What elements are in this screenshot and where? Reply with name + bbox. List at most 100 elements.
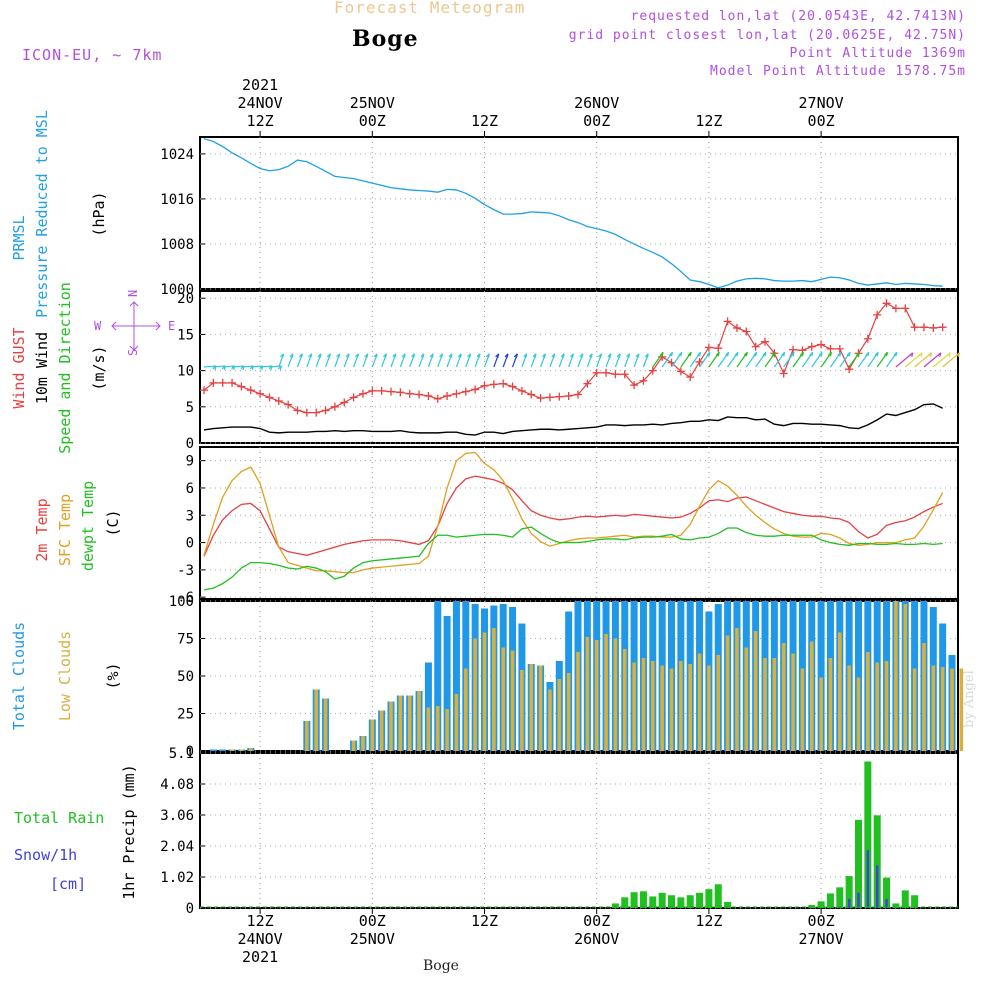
gust-point bbox=[602, 368, 611, 377]
wind-direction-arrowhead bbox=[893, 351, 898, 357]
compass-rose bbox=[111, 301, 161, 351]
wind-direction-arrowhead bbox=[762, 351, 767, 357]
rain-bar bbox=[686, 895, 694, 908]
wind-direction-arrowhead bbox=[635, 353, 640, 358]
gust-point bbox=[415, 390, 424, 399]
low-clouds-bar bbox=[819, 677, 823, 751]
clouds-unit-label: (%) bbox=[104, 662, 122, 689]
top-time-label: 25NOV bbox=[350, 94, 395, 112]
temperature-ytick-label: 6 bbox=[186, 481, 194, 497]
rain-bar bbox=[649, 896, 657, 908]
low-clouds-bar bbox=[445, 709, 449, 751]
gust-point bbox=[910, 323, 919, 332]
top-time-label: 00Z bbox=[583, 112, 610, 130]
low-clouds-bar bbox=[856, 677, 861, 751]
temperature-panel-frame bbox=[199, 446, 959, 600]
temperature-ytick-label: -6 bbox=[177, 590, 194, 606]
low-clouds-bar bbox=[520, 670, 524, 751]
low-clouds-bar bbox=[632, 662, 636, 751]
bottom-time-label: 12Z bbox=[471, 912, 498, 930]
total-clouds-bar bbox=[424, 662, 432, 751]
low-clouds-bar bbox=[510, 650, 515, 751]
low-clouds-bar bbox=[464, 668, 468, 751]
low-clouds-bar bbox=[744, 647, 749, 751]
gust-point bbox=[695, 357, 704, 366]
low-clouds-bar bbox=[660, 665, 664, 751]
wind-direction-arrow bbox=[222, 365, 235, 368]
top-time-label: 26NOV bbox=[574, 94, 619, 112]
precip-ytick-label: 5.1 bbox=[169, 746, 194, 762]
wind-direction-arrowhead bbox=[790, 351, 795, 357]
low-clouds-bar bbox=[492, 628, 496, 751]
wind-direction-arrowhead bbox=[411, 353, 416, 358]
rain-bar bbox=[855, 819, 862, 908]
model-label: ICON-EU, ~ 7km bbox=[22, 46, 163, 64]
wind-panel-frame bbox=[199, 290, 959, 444]
wind-unit-label: (m/s) bbox=[90, 345, 108, 390]
dewpt-line bbox=[203, 526, 943, 591]
low-clouds-bar bbox=[875, 662, 879, 751]
gust-point bbox=[424, 391, 433, 400]
wind-direction-arrowhead bbox=[928, 352, 933, 358]
gust-point bbox=[499, 379, 508, 388]
gust-point bbox=[265, 393, 274, 402]
bottom-time-label: 00Z bbox=[359, 912, 386, 930]
low-clouds-bar bbox=[389, 701, 393, 751]
low-clouds-bar bbox=[622, 649, 627, 751]
gust-point bbox=[761, 337, 769, 346]
gust-point bbox=[452, 389, 461, 398]
wind-direction-arrowhead bbox=[532, 353, 537, 358]
wind-direction-arrowhead bbox=[734, 351, 739, 357]
wind-direction-arrowhead bbox=[383, 353, 388, 358]
low-clouds-bar bbox=[604, 634, 608, 751]
wind-direction-arrow bbox=[213, 365, 226, 368]
temperature-ytick-label: -3 bbox=[177, 563, 194, 579]
low-clouds-bar bbox=[707, 665, 711, 751]
wind-direction-arrowhead bbox=[448, 353, 453, 358]
wind-direction-arrowhead bbox=[669, 351, 674, 357]
gust-point bbox=[200, 386, 208, 395]
wind-direction-arrowhead bbox=[946, 352, 951, 358]
gust-point bbox=[489, 380, 498, 389]
low-clouds-bar bbox=[679, 661, 683, 751]
wind-direction-arrowhead bbox=[678, 351, 683, 357]
wind-direction-arrowhead bbox=[570, 353, 575, 358]
low-clouds-bar bbox=[800, 668, 805, 751]
wind-direction-arrowhead bbox=[551, 353, 556, 358]
gust-point bbox=[704, 343, 713, 352]
temp-unit-label: (C) bbox=[104, 509, 122, 536]
gust-point bbox=[228, 378, 237, 387]
wind-direction-arrowhead bbox=[277, 365, 282, 371]
grid-point-coords: grid point closest lon,lat (20.0625E, 42… bbox=[568, 28, 966, 43]
wind-direction-arrowhead bbox=[392, 353, 397, 358]
rain-bar bbox=[808, 904, 816, 908]
low-clouds-bar bbox=[305, 721, 309, 751]
gust-point bbox=[209, 378, 218, 387]
bottom-time-label: 25NOV bbox=[350, 930, 395, 948]
temp-2m-label: 2m Temp bbox=[33, 498, 51, 561]
precip-ytick-label: 2.04 bbox=[160, 839, 194, 855]
bottom-time-label: 27NOV bbox=[799, 930, 844, 948]
low-clouds-bar bbox=[248, 748, 253, 751]
total-clouds-bar bbox=[817, 601, 825, 751]
wind-ytick-label: 10 bbox=[177, 364, 194, 380]
wind-direction-arrowhead bbox=[457, 353, 462, 358]
bottom-time-label: 26NOV bbox=[574, 930, 619, 948]
gust-point bbox=[630, 381, 639, 390]
wind-direction-arrowhead bbox=[771, 351, 776, 357]
low-clouds-bar bbox=[417, 691, 421, 751]
wind-direction-arrowhead bbox=[865, 351, 870, 357]
rain-bar bbox=[714, 884, 722, 908]
low-clouds-bar bbox=[435, 706, 440, 751]
wind-direction-arrowhead bbox=[354, 353, 359, 358]
wind-direction-arrowhead bbox=[706, 351, 711, 357]
gust-point bbox=[471, 385, 480, 394]
rain-bar bbox=[611, 903, 619, 908]
low-clouds-bar bbox=[379, 710, 384, 751]
wind-direction-arrowhead bbox=[956, 352, 961, 358]
low-clouds-bar bbox=[763, 658, 767, 751]
low-clouds-bar bbox=[959, 668, 964, 751]
gust-point bbox=[284, 400, 293, 409]
low-clouds-bar bbox=[950, 668, 954, 751]
wind-direction-arrowhead bbox=[523, 353, 528, 358]
